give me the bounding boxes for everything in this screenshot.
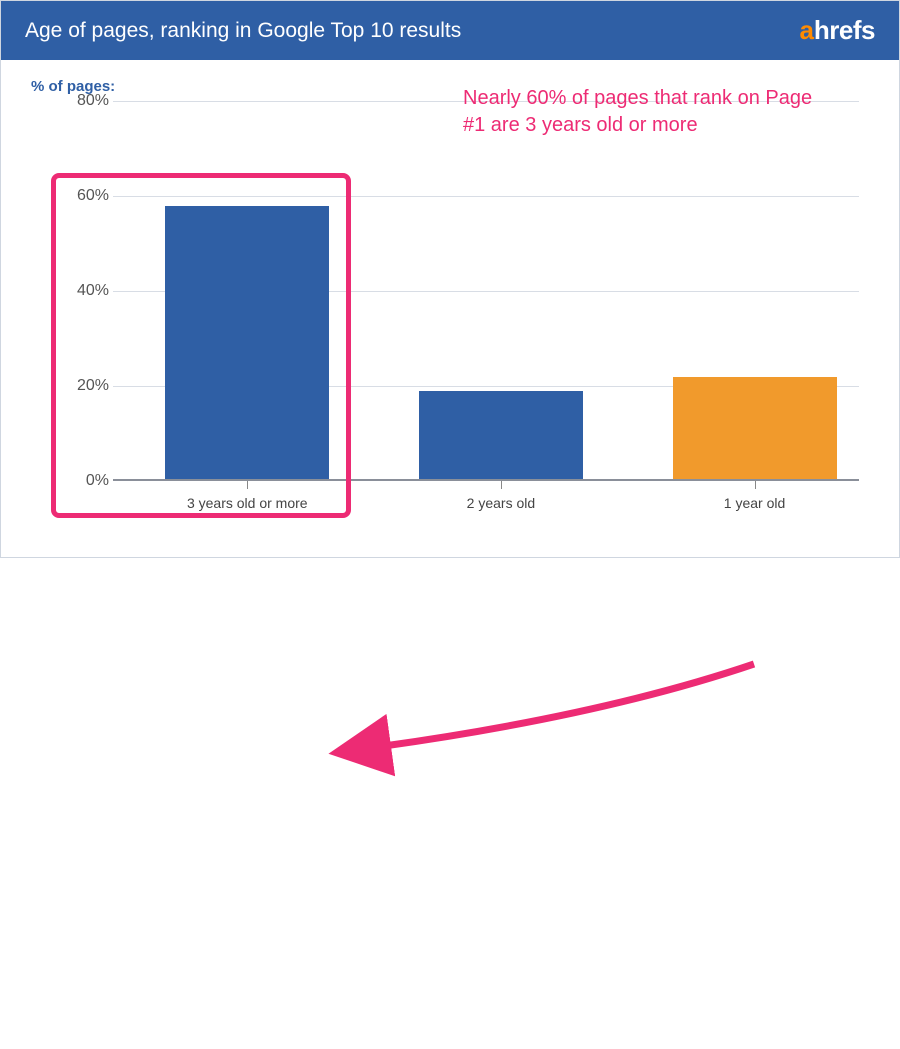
- x-tick: [755, 481, 756, 489]
- x-tick: [247, 481, 248, 489]
- y-tick-label: 0%: [41, 472, 109, 490]
- x-axis-line: [113, 479, 859, 481]
- bar: [165, 206, 329, 482]
- x-tick: [501, 481, 502, 489]
- y-tick-label: 20%: [41, 377, 109, 395]
- bar-slot: 2 years old: [419, 391, 583, 481]
- y-tick-label: 60%: [41, 187, 109, 205]
- logo-rest: hrefs: [814, 15, 875, 46]
- ahrefs-logo: ahrefs: [799, 15, 875, 46]
- chart-header: Age of pages, ranking in Google Top 10 r…: [1, 1, 899, 60]
- bar-slot: 3 years old or more: [165, 206, 329, 482]
- chart-title: Age of pages, ranking in Google Top 10 r…: [25, 19, 461, 43]
- bar-slot: 1 year old: [673, 377, 837, 482]
- y-tick-label: 40%: [41, 282, 109, 300]
- bar: [419, 391, 583, 481]
- logo-accent-char: a: [799, 15, 813, 46]
- annotation-arrow-icon: [1, 491, 900, 1049]
- bar-label: 1 year old: [724, 495, 785, 511]
- bar-label: 2 years old: [467, 495, 535, 511]
- plot-area: 80%60%40%20%0% 3 years old or more2 year…: [31, 101, 869, 481]
- bars-layer: 3 years old or more 2 years old 1 year old: [113, 101, 859, 481]
- chart-card: Age of pages, ranking in Google Top 10 r…: [0, 0, 900, 558]
- y-tick-label: 80%: [41, 92, 109, 110]
- bar: [673, 377, 837, 482]
- annotation-text: Nearly 60% of pages that rank on Page #1…: [463, 85, 833, 139]
- y-axis: 80%60%40%20%0%: [31, 101, 109, 481]
- bar-label: 3 years old or more: [187, 495, 308, 511]
